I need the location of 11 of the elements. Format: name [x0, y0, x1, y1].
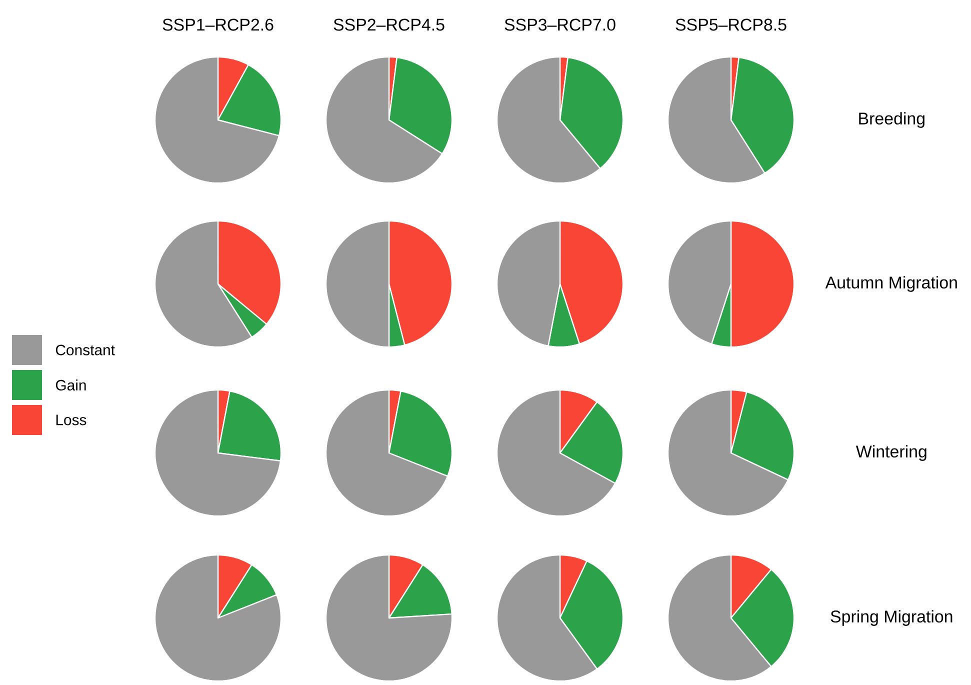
chart-title: SSP3–RCP7.0	[504, 18, 616, 31]
chart-title: SSP5–RCP8.5	[676, 18, 786, 31]
chart-title: SSP1–RCP2.6	[162, 18, 274, 31]
chart-title: SSP2–RCP4.5	[334, 18, 444, 31]
text: Autumn Migration	[825, 276, 957, 292]
text: Wintering	[856, 445, 926, 461]
legend-label: Gain	[56, 380, 86, 391]
text: Breeding	[859, 112, 924, 128]
legend-label: Constant	[56, 344, 115, 356]
legend-label: Loss	[56, 414, 86, 426]
text: Spring Migration	[830, 610, 952, 626]
